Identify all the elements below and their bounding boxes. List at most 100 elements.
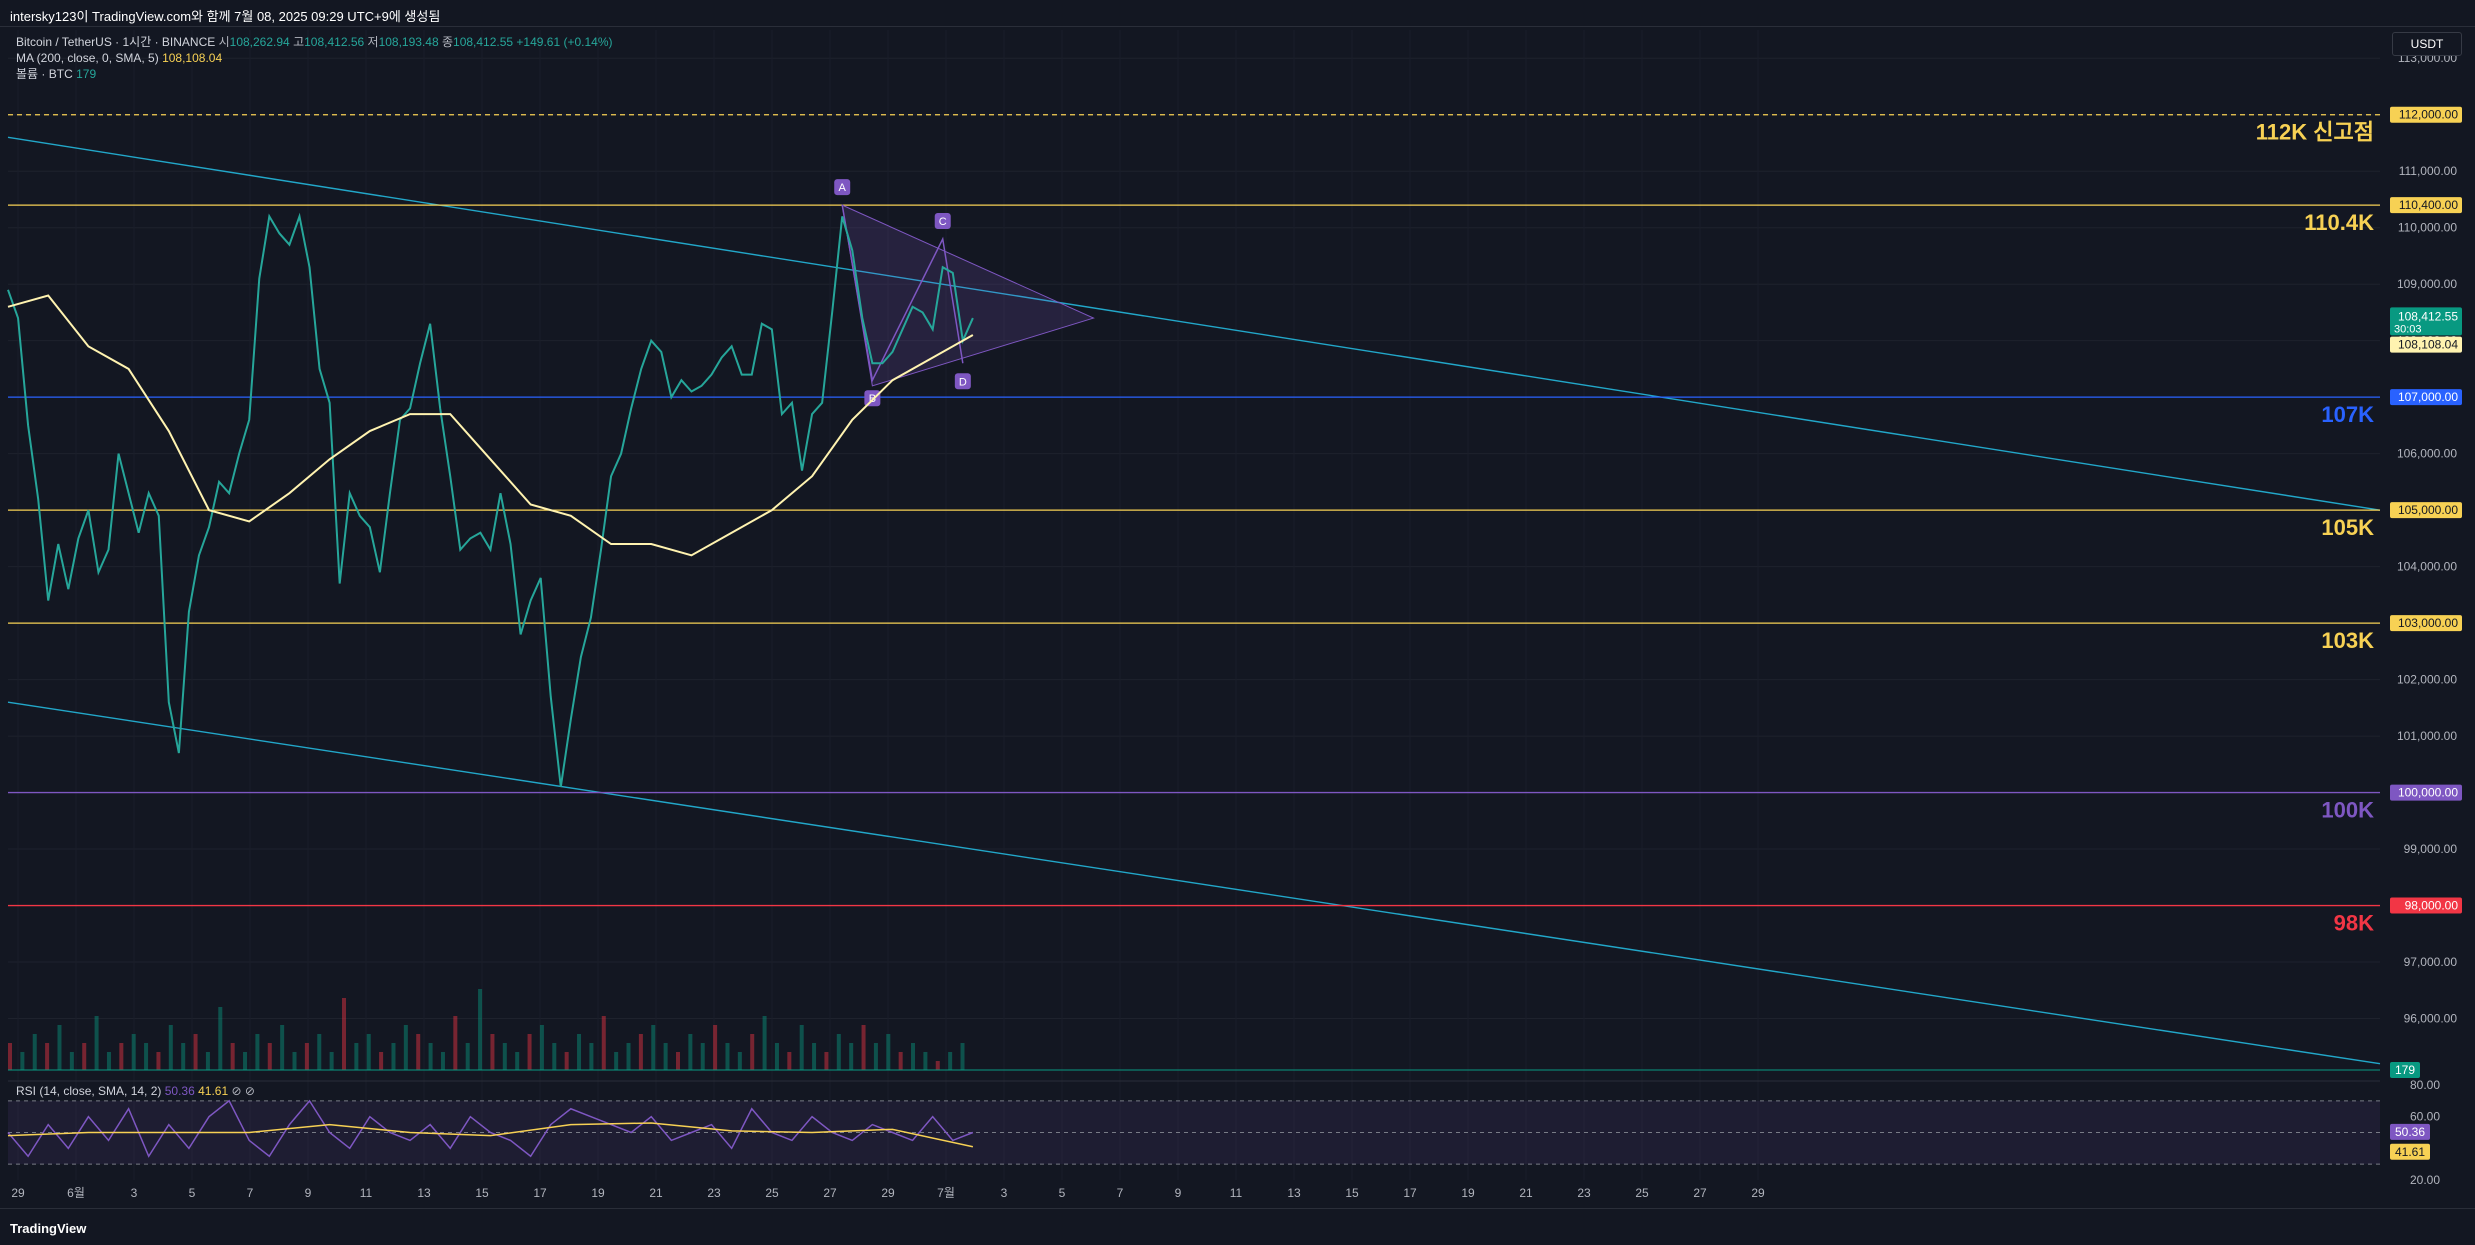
ma-indicator-value: 108,108.04 — [162, 51, 223, 65]
volume-bar — [218, 1007, 223, 1070]
volume-bar — [45, 1043, 50, 1070]
time-tick: 21 — [649, 1186, 663, 1200]
volume-bar — [774, 1043, 779, 1070]
volume-bar — [713, 1025, 718, 1070]
volume-bar — [354, 1043, 359, 1070]
level-label: 110.4K — [2304, 210, 2374, 235]
time-tick: 13 — [417, 1186, 431, 1200]
time-tick: 25 — [1635, 1186, 1649, 1200]
volume-bar — [416, 1034, 421, 1070]
price-tick: 110,000.00 — [2398, 221, 2457, 235]
volume-bar — [243, 1052, 248, 1070]
volume-bar — [119, 1043, 124, 1070]
rsi-series — [7, 1099, 974, 1158]
symbol-label[interactable]: Bitcoin / TetherUS · 1시간 · BINANCE — [16, 35, 216, 49]
volume-bar — [589, 1043, 594, 1070]
lower-trendline — [7, 701, 2381, 1065]
volume-bar — [366, 1034, 371, 1070]
pattern-label-c: C — [939, 216, 947, 228]
volume-bar — [577, 1034, 582, 1070]
volume-bar — [453, 1016, 458, 1070]
price-tick: 102,000.00 — [2397, 673, 2457, 687]
price-tick: 96,000.00 — [2404, 1012, 2458, 1026]
rsi-indicator-label[interactable]: RSI (14, close, SMA, 14, 2) — [16, 1084, 162, 1098]
rsi-value: 50.36 — [164, 1084, 195, 1098]
time-tick: 5 — [1059, 1186, 1066, 1200]
price-tag-text: 110,400.00 — [2399, 198, 2458, 212]
rsi-value-tag-text: 50.36 — [2395, 1125, 2425, 1139]
volume-bar — [849, 1043, 854, 1070]
level-label: 112K 신고점 — [2256, 120, 2374, 145]
volume-bar — [552, 1043, 557, 1070]
volume-bar — [20, 1052, 25, 1070]
time-tick: 29 — [1751, 1186, 1765, 1200]
time-tick: 11 — [1230, 1186, 1243, 1200]
low-value: 108,193.48 — [378, 35, 439, 49]
level-label: 100K — [2321, 798, 2374, 823]
volume-bar — [304, 1043, 309, 1070]
volume-bar — [515, 1052, 520, 1070]
volume-bar — [106, 1052, 111, 1070]
close-label: 종 — [441, 35, 454, 49]
rsi-tick: 60.00 — [2410, 1110, 2440, 1124]
time-tick: 17 — [533, 1186, 547, 1200]
time-tick: 27 — [1693, 1186, 1707, 1200]
pattern-label-a: A — [839, 182, 847, 194]
volume-bar — [144, 1043, 149, 1070]
volume-bar — [898, 1052, 903, 1070]
volume-bar — [440, 1052, 445, 1070]
tradingview-logo[interactable]: TradingView — [10, 1221, 87, 1236]
volume-bar — [935, 1061, 940, 1070]
price-tag — [2390, 897, 2462, 914]
volume-bar — [230, 1043, 235, 1070]
volume-bar — [428, 1043, 433, 1070]
visibility-icon[interactable]: ⊘ — [231, 1084, 242, 1098]
volume-bar — [688, 1034, 693, 1070]
volume-bar — [700, 1043, 705, 1070]
time-tick: 17 — [1403, 1186, 1417, 1200]
volume-bar — [799, 1025, 804, 1070]
time-tick: 7월 — [937, 1186, 955, 1200]
price-tag-text: 100,000.00 — [2398, 786, 2458, 800]
volume-bar — [873, 1043, 878, 1070]
pattern-label-box — [934, 213, 951, 229]
ma-price-tag — [2390, 336, 2462, 353]
volume-bar — [379, 1052, 384, 1070]
time-tick: 5 — [189, 1186, 196, 1200]
level-label: 107K — [2321, 402, 2374, 427]
abcd-pattern — [841, 204, 964, 383]
volume-bar — [255, 1034, 260, 1070]
top-bar: intersky123이 TradingView.com와 함께 7월 08, … — [0, 0, 2475, 27]
volume-bar — [156, 1052, 161, 1070]
time-tick: 29 — [11, 1186, 25, 1200]
volume-bar — [725, 1043, 730, 1070]
ma-indicator-label[interactable]: MA (200, close, 0, SMA, 5) — [16, 51, 159, 65]
currency-button[interactable]: USDT — [2392, 32, 2462, 56]
rsi-ma-value: 41.61 — [198, 1084, 229, 1098]
level-label: 103K — [2321, 628, 2374, 653]
price-tag — [2390, 502, 2462, 519]
volume-bar — [539, 1025, 544, 1070]
time-tick: 29 — [881, 1186, 895, 1200]
time-tick: 23 — [1577, 1186, 1591, 1200]
rsi-ma-series — [7, 1122, 974, 1148]
settings-icon[interactable]: ⊘ — [244, 1084, 255, 1098]
rsi-tick: 20.00 — [2410, 1173, 2440, 1187]
volume-bar — [762, 1016, 767, 1070]
volume-bar — [787, 1052, 792, 1070]
volume-bar — [32, 1034, 37, 1070]
price-tag — [2390, 784, 2462, 801]
price-tick: 99,000.00 — [2404, 842, 2458, 856]
level-label: 105K — [2321, 515, 2374, 540]
volume-bar — [750, 1034, 755, 1070]
rsi-ma-tag — [2390, 1143, 2430, 1160]
ma200-series — [7, 294, 974, 557]
volume-bar — [292, 1052, 297, 1070]
volume-indicator-value: 179 — [76, 67, 97, 81]
time-tick: 11 — [360, 1186, 373, 1200]
volume-bar — [490, 1034, 495, 1070]
volume-indicator-label[interactable]: 볼륨 · BTC — [16, 67, 73, 81]
close-value: 108,412.55 — [453, 35, 514, 49]
volume-bar — [403, 1025, 408, 1070]
